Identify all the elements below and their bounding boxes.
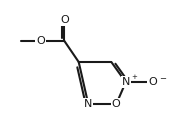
Text: O: O xyxy=(112,99,121,109)
Text: N: N xyxy=(122,77,130,87)
Text: O: O xyxy=(148,77,157,87)
Text: N: N xyxy=(84,99,93,109)
Text: +: + xyxy=(132,74,137,80)
Text: O: O xyxy=(60,15,69,25)
Text: −: − xyxy=(159,74,166,83)
Text: O: O xyxy=(36,36,45,46)
